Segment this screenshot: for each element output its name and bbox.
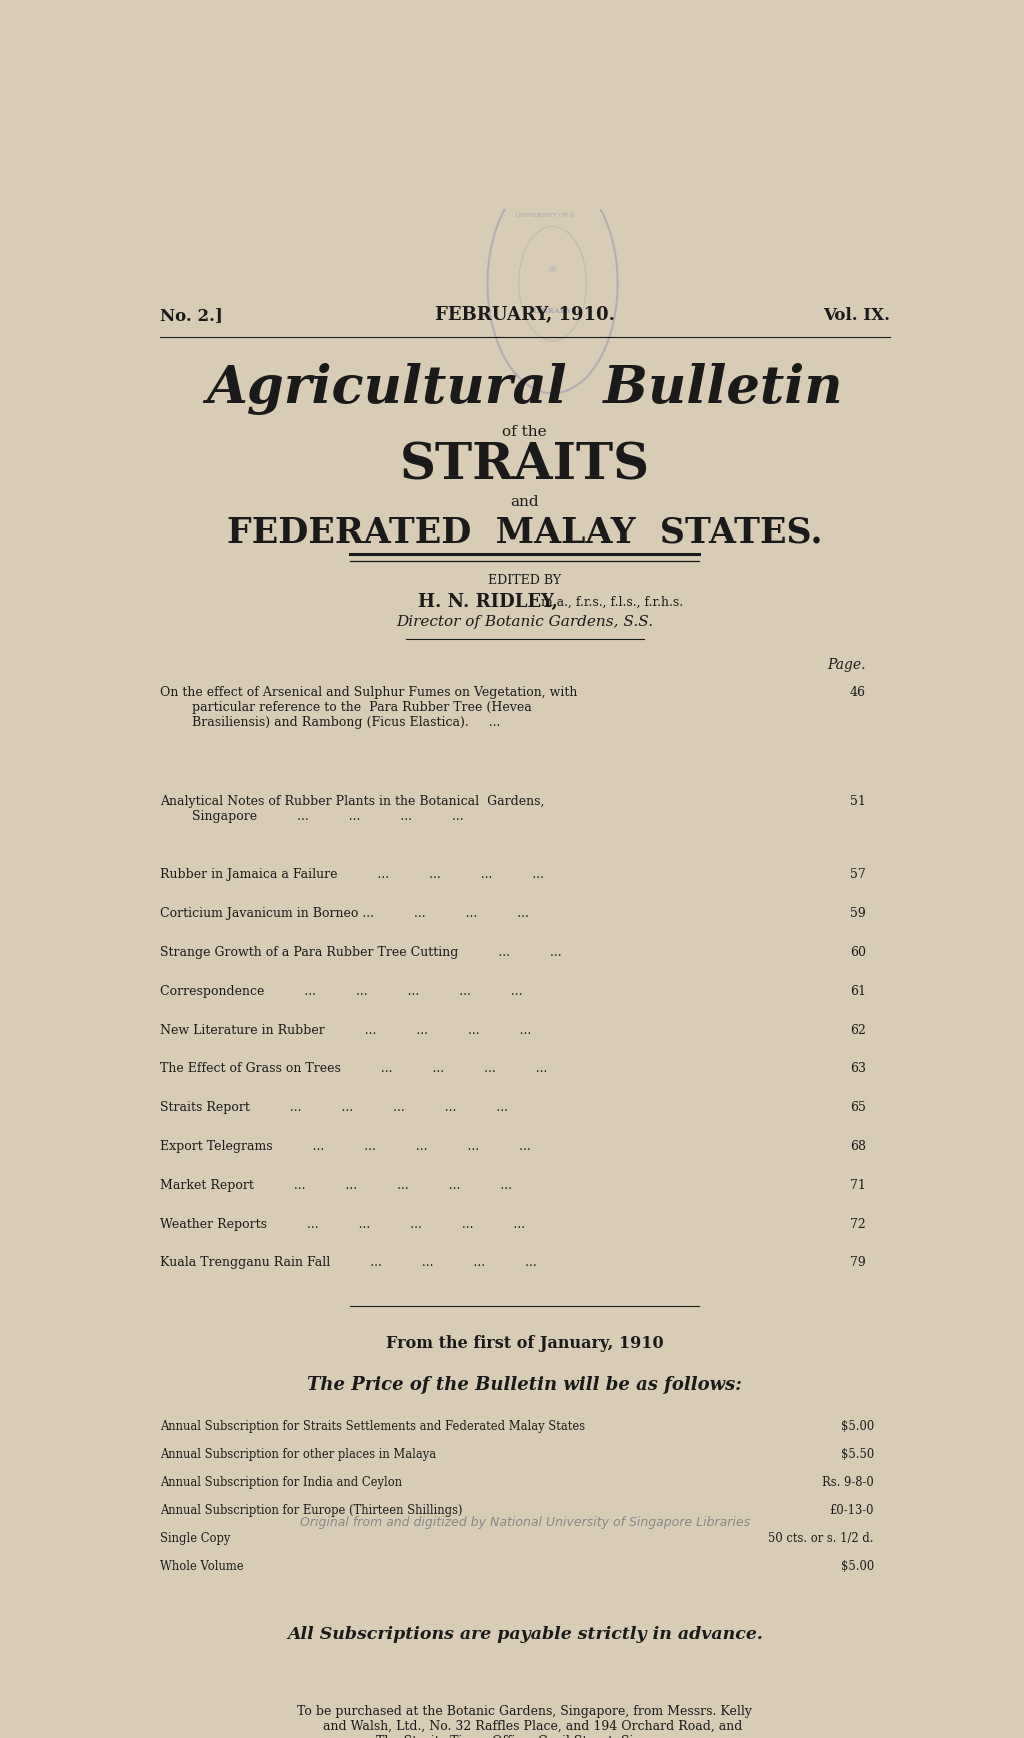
Text: Rubber in Jamaica a Failure          ...          ...          ...          ...: Rubber in Jamaica a Failure ... ... ... … [160,869,544,881]
Text: of the: of the [503,426,547,440]
Text: Vol. IX.: Vol. IX. [823,306,890,323]
Text: 46: 46 [850,687,866,699]
Text: Single Copy: Single Copy [160,1533,230,1545]
Text: Annual Subscription for other places in Malaya: Annual Subscription for other places in … [160,1448,436,1460]
Text: Rs. 9-8-0: Rs. 9-8-0 [822,1476,873,1489]
Text: New Literature in Rubber          ...          ...          ...          ...: New Literature in Rubber ... ... ... ... [160,1024,531,1036]
Text: £0-13-0: £0-13-0 [829,1503,873,1517]
Text: 68: 68 [850,1140,866,1152]
Text: Market Report          ...          ...          ...          ...          ...: Market Report ... ... ... ... ... [160,1178,512,1192]
Text: *: * [549,264,557,282]
Text: Annual Subscription for Europe (Thirteen Shillings): Annual Subscription for Europe (Thirteen… [160,1503,462,1517]
Text: Analytical Notes of Rubber Plants in the Botanical  Gardens,
        Singapore  : Analytical Notes of Rubber Plants in the… [160,794,544,822]
Text: To be purchased at the Botanic Gardens, Singapore, from Messrs. Kelly
    and Wa: To be purchased at the Botanic Gardens, … [297,1705,753,1738]
Text: Kuala Trengganu Rain Fall          ...          ...          ...          ...: Kuala Trengganu Rain Fall ... ... ... ..… [160,1257,537,1269]
Text: Page.: Page. [827,659,866,673]
Text: Correspondence          ...          ...          ...          ...          ...: Correspondence ... ... ... ... ... [160,985,522,998]
Text: Straits Report          ...          ...          ...          ...          ...: Straits Report ... ... ... ... ... [160,1102,508,1114]
Text: Director of Botanic Gardens, S.S.: Director of Botanic Gardens, S.S. [396,615,653,629]
Text: EDITED BY: EDITED BY [488,574,561,587]
Text: 61: 61 [850,985,866,998]
Text: No. 2.]: No. 2.] [160,306,222,323]
Text: 60: 60 [850,945,866,959]
Text: 62: 62 [850,1024,866,1036]
Text: $5.00: $5.00 [841,1420,873,1432]
Text: 51: 51 [850,794,866,808]
Text: 59: 59 [850,907,866,919]
Text: FEBRUARY, 1910.: FEBRUARY, 1910. [435,306,614,323]
Text: and: and [511,495,539,509]
Text: Agricultural  Bulletin: Agricultural Bulletin [207,363,843,415]
Text: Strange Growth of a Para Rubber Tree Cutting          ...          ...: Strange Growth of a Para Rubber Tree Cut… [160,945,561,959]
Text: Corticium Javanicum in Borneo ...          ...          ...          ...: Corticium Javanicum in Borneo ... ... ..… [160,907,528,919]
Text: $5.00: $5.00 [841,1561,873,1573]
Text: UNIVERSITY OF S: UNIVERSITY OF S [515,214,574,217]
Text: m.a., f.r.s., f.l.s., f.r.h.s.: m.a., f.r.s., f.l.s., f.r.h.s. [537,596,683,608]
Text: STRAITS: STRAITS [399,441,650,490]
Text: 71: 71 [850,1178,866,1192]
Text: 57: 57 [850,869,866,881]
Text: 79: 79 [850,1257,866,1269]
Text: 50 cts. or s. 1/2 d.: 50 cts. or s. 1/2 d. [768,1533,873,1545]
Text: The Price of the Bulletin will be as follows:: The Price of the Bulletin will be as fol… [307,1375,742,1394]
Text: H. N. RIDLEY,: H. N. RIDLEY, [418,593,557,612]
Text: All Subscriptions are payable strictly in advance.: All Subscriptions are payable strictly i… [287,1625,763,1642]
Text: On the effect of Arsenical and Sulphur Fumes on Vegetation, with
        particu: On the effect of Arsenical and Sulphur F… [160,687,578,730]
Text: Annual Subscription for Straits Settlements and Federated Malay States: Annual Subscription for Straits Settleme… [160,1420,585,1432]
Text: 63: 63 [850,1062,866,1076]
Text: 65: 65 [850,1102,866,1114]
Text: Whole Volume: Whole Volume [160,1561,244,1573]
Text: LIBRARY: LIBRARY [532,308,572,315]
Text: Export Telegrams          ...          ...          ...          ...          ..: Export Telegrams ... ... ... ... .. [160,1140,530,1152]
Text: Annual Subscription for India and Ceylon: Annual Subscription for India and Ceylon [160,1476,401,1489]
Text: Original from and digitized by National University of Singapore Libraries: Original from and digitized by National … [300,1517,750,1529]
Text: The Effect of Grass on Trees          ...          ...          ...          ...: The Effect of Grass on Trees ... ... ...… [160,1062,547,1076]
Text: Weather Reports          ...          ...          ...          ...          ...: Weather Reports ... ... ... ... ... [160,1218,525,1231]
Text: From the first of January, 1910: From the first of January, 1910 [386,1335,664,1352]
Text: $5.50: $5.50 [841,1448,873,1460]
Text: FEDERATED  MALAY  STATES.: FEDERATED MALAY STATES. [227,516,822,549]
Text: 72: 72 [850,1218,866,1231]
